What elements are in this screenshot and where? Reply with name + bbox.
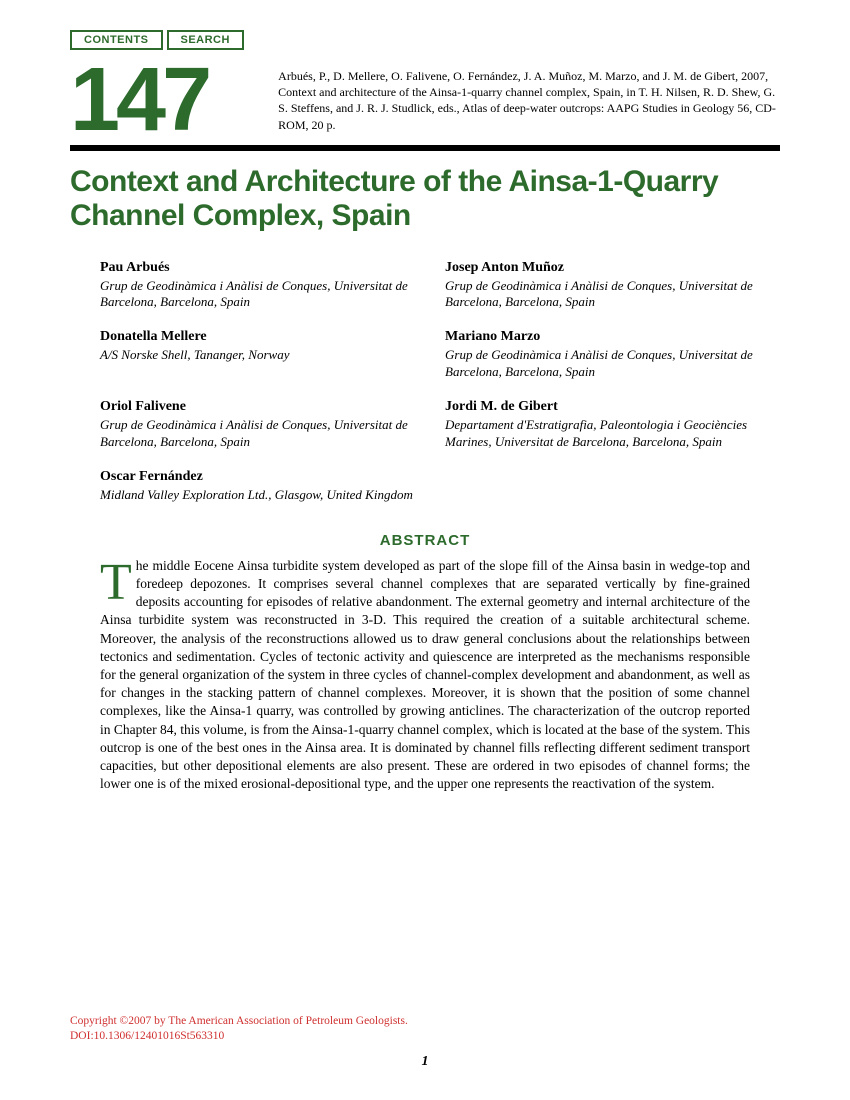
author-block: Oscar Fernández Midland Valley Explorati… [100, 469, 415, 504]
contents-button[interactable]: CONTENTS [70, 30, 163, 50]
author-affiliation: A/S Norske Shell, Tananger, Norway [100, 347, 415, 364]
author-name: Jordi M. de Gibert [445, 399, 760, 415]
author-name: Pau Arbués [100, 260, 415, 276]
authors-grid: Pau Arbués Grup de Geodinàmica i Anàlisi… [70, 260, 780, 504]
author-name: Josep Anton Muñoz [445, 260, 760, 276]
search-button[interactable]: SEARCH [167, 30, 244, 50]
abstract-heading: ABSTRACT [70, 532, 780, 549]
author-block: Pau Arbués Grup de Geodinàmica i Anàlisi… [100, 260, 415, 312]
author-affiliation: Grup de Geodinàmica i Anàlisi de Conques… [100, 417, 415, 451]
author-name: Oriol Falivene [100, 399, 415, 415]
author-block: Mariano Marzo Grup de Geodinàmica i Anàl… [445, 329, 760, 381]
page-number: 1 [70, 1054, 780, 1070]
author-affiliation: Midland Valley Exploration Ltd., Glasgow… [100, 487, 415, 504]
author-affiliation: Grup de Geodinàmica i Anàlisi de Conques… [100, 278, 415, 312]
abstract-text: he middle Eocene Ainsa turbidite system … [100, 558, 750, 792]
top-button-bar: CONTENTS SEARCH [70, 30, 780, 50]
copyright-line: Copyright ©2007 by The American Associat… [70, 1014, 780, 1029]
footer: Copyright ©2007 by The American Associat… [70, 1014, 780, 1070]
author-affiliation: Grup de Geodinàmica i Anàlisi de Conques… [445, 278, 760, 312]
author-name: Oscar Fernández [100, 469, 415, 485]
doi-line: DOI:10.1306/12401016St563310 [70, 1029, 780, 1044]
page-title: Context and Architecture of the Ainsa-1-… [70, 165, 780, 234]
author-name: Donatella Mellere [100, 329, 415, 345]
chapter-number: 147 [70, 62, 208, 139]
author-block: Oriol Falivene Grup de Geodinàmica i Anà… [100, 399, 415, 451]
abstract-body: The middle Eocene Ainsa turbidite system… [70, 557, 780, 794]
header-row: 147 Arbués, P., D. Mellere, O. Falivene,… [70, 62, 780, 139]
author-affiliation: Departament d'Estratigrafia, Paleontolog… [445, 417, 760, 451]
author-block: Donatella Mellere A/S Norske Shell, Tana… [100, 329, 415, 381]
author-block: Josep Anton Muñoz Grup de Geodinàmica i … [445, 260, 760, 312]
author-name: Mariano Marzo [445, 329, 760, 345]
author-affiliation: Grup de Geodinàmica i Anàlisi de Conques… [445, 347, 760, 381]
dropcap: T [100, 557, 136, 605]
citation-text: Arbués, P., D. Mellere, O. Falivene, O. … [228, 62, 780, 133]
author-block: Jordi M. de Gibert Departament d'Estrati… [445, 399, 760, 451]
